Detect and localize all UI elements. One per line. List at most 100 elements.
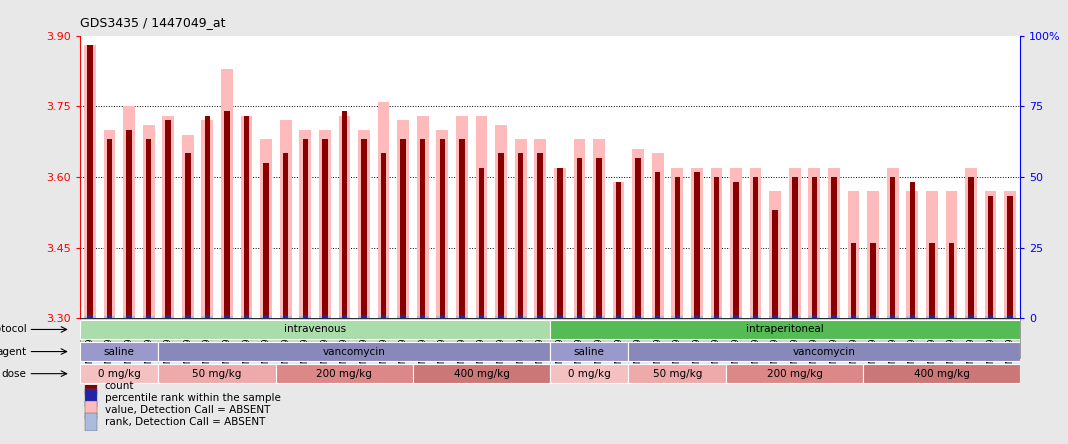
Bar: [574, 316, 585, 318]
Bar: [593, 316, 604, 318]
Bar: [985, 191, 996, 318]
Bar: [123, 316, 135, 318]
Bar: [596, 158, 601, 318]
Bar: [264, 163, 269, 318]
Bar: [965, 167, 977, 318]
Bar: [84, 377, 97, 395]
Bar: [550, 365, 628, 383]
Bar: [848, 191, 860, 318]
Bar: [691, 167, 703, 318]
Bar: [202, 316, 214, 318]
Bar: [185, 153, 190, 318]
Bar: [162, 116, 174, 318]
Bar: [867, 191, 879, 318]
Bar: [221, 68, 233, 318]
Bar: [342, 315, 347, 318]
Bar: [299, 316, 311, 318]
Bar: [224, 111, 230, 318]
Bar: [518, 315, 523, 318]
Bar: [84, 413, 97, 431]
Bar: [655, 172, 660, 318]
Bar: [420, 139, 425, 318]
Bar: [361, 315, 366, 318]
Bar: [158, 342, 550, 361]
Bar: [929, 315, 934, 318]
Bar: [750, 316, 761, 318]
Bar: [831, 177, 836, 318]
Bar: [456, 116, 468, 318]
Bar: [710, 167, 722, 318]
Bar: [221, 316, 233, 318]
Bar: [789, 316, 801, 318]
Bar: [635, 315, 641, 318]
Bar: [283, 315, 288, 318]
Bar: [910, 315, 915, 318]
Bar: [381, 153, 387, 318]
Bar: [969, 177, 974, 318]
Bar: [339, 116, 350, 318]
Bar: [948, 315, 954, 318]
Bar: [499, 153, 504, 318]
Bar: [185, 315, 190, 318]
Bar: [577, 315, 582, 318]
Text: dose: dose: [2, 369, 27, 379]
Bar: [456, 316, 468, 318]
Bar: [107, 315, 112, 318]
Bar: [655, 315, 660, 318]
Bar: [574, 139, 585, 318]
Bar: [965, 316, 977, 318]
Bar: [244, 116, 249, 318]
Bar: [339, 316, 350, 318]
Bar: [397, 120, 409, 318]
Bar: [789, 167, 801, 318]
Bar: [84, 45, 96, 318]
Bar: [628, 365, 726, 383]
Bar: [769, 316, 781, 318]
Bar: [440, 139, 445, 318]
Bar: [397, 316, 409, 318]
Bar: [948, 243, 954, 318]
Text: count: count: [105, 381, 135, 391]
Bar: [342, 111, 347, 318]
Bar: [886, 167, 898, 318]
Bar: [224, 315, 230, 318]
Bar: [672, 167, 684, 318]
Bar: [577, 158, 582, 318]
Bar: [870, 243, 876, 318]
Text: intravenous: intravenous: [284, 325, 346, 334]
Bar: [867, 316, 879, 318]
Bar: [261, 139, 272, 318]
Text: rank, Detection Call = ABSENT: rank, Detection Call = ABSENT: [105, 417, 265, 427]
Bar: [694, 172, 700, 318]
Bar: [378, 316, 390, 318]
Bar: [84, 389, 97, 407]
Bar: [276, 365, 413, 383]
Bar: [831, 315, 836, 318]
Bar: [926, 191, 938, 318]
Text: 200 mg/kg: 200 mg/kg: [767, 369, 822, 379]
Bar: [358, 316, 370, 318]
Bar: [496, 316, 507, 318]
Bar: [772, 210, 778, 318]
Bar: [675, 315, 680, 318]
Bar: [123, 106, 135, 318]
Text: 50 mg/kg: 50 mg/kg: [192, 369, 241, 379]
Bar: [550, 342, 628, 361]
Bar: [769, 191, 781, 318]
Bar: [440, 315, 445, 318]
Bar: [907, 191, 918, 318]
Bar: [945, 191, 957, 318]
Bar: [515, 316, 527, 318]
Bar: [475, 116, 487, 318]
Bar: [518, 153, 523, 318]
Bar: [616, 182, 622, 318]
Bar: [182, 135, 193, 318]
Bar: [731, 167, 742, 318]
Bar: [264, 315, 269, 318]
Bar: [283, 153, 288, 318]
Bar: [400, 315, 406, 318]
Bar: [731, 316, 742, 318]
Bar: [635, 158, 641, 318]
Bar: [851, 243, 857, 318]
Text: GDS3435 / 1447049_at: GDS3435 / 1447049_at: [80, 16, 225, 29]
